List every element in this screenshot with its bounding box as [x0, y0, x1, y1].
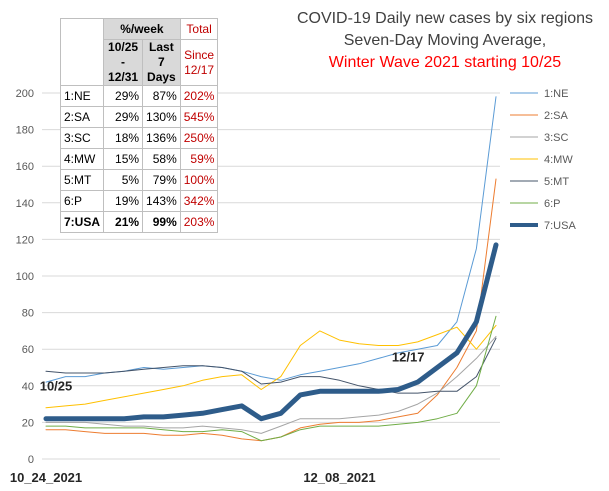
period-header-end: 12/31: [108, 70, 139, 84]
last7-header-line3: Days: [147, 70, 176, 84]
stats-header-row-2: 10/25 - 12/31 Last 7 Days Since 12/17: [59, 39, 219, 86]
table-row: 1:NE 29% 87% 202%: [59, 85, 219, 107]
table-row: 4:MW 15% 58% 59%: [59, 148, 219, 170]
region-label: 6:P: [59, 190, 105, 212]
x-tick-label: 10_24_2021: [10, 470, 82, 485]
region-label: 2:SA: [59, 106, 105, 128]
title-line-1: COVID-19 Daily new cases by six regions: [296, 10, 594, 27]
y-tick-label: 120: [16, 234, 34, 246]
period-header-start: 10/25: [108, 40, 139, 54]
table-row: 2:SA 29% 130% 545%: [59, 106, 219, 128]
pct-last7: 87%: [142, 85, 181, 107]
series-line-5mt: [45, 337, 497, 394]
y-tick-label: 80: [22, 308, 34, 320]
period-header-dash: -: [121, 55, 126, 69]
pct-period: 21%: [103, 211, 144, 233]
legend-label: 1:NE: [544, 88, 568, 100]
legend-label: 2:SA: [544, 110, 569, 122]
legend-label: 5:MT: [544, 176, 569, 188]
table-row: 5:MT 5% 79% 100%: [59, 169, 219, 191]
legend-label: 4:MW: [544, 154, 573, 166]
stats-corner-cell-2: [59, 39, 105, 86]
y-tick-label: 20: [22, 417, 34, 429]
region-label: 5:MT: [59, 169, 105, 191]
stats-corner-cell: [59, 18, 105, 40]
pct-period: 29%: [103, 106, 144, 128]
region-label: 3:SC: [59, 127, 105, 149]
chart-title: COVID-19 Daily new cases by six regions …: [290, 8, 600, 74]
pct-total: 202%: [179, 85, 219, 107]
x-axis-tick-labels: 10_24_2021 12_08_2021: [10, 470, 376, 485]
since-header-label: Since: [184, 47, 215, 62]
last7-header-line2: 7: [158, 55, 165, 69]
pct-total: 545%: [179, 106, 219, 128]
annotation-label: 10/25: [40, 379, 73, 394]
pct-last7: 99%: [142, 211, 181, 233]
pct-last7: 79%: [142, 169, 181, 191]
pct-period: 5%: [103, 169, 144, 191]
legend-label: 7:USA: [544, 220, 576, 232]
legend-label: 3:SC: [544, 132, 569, 144]
series-line-6p: [45, 315, 497, 442]
region-label: 4:MW: [59, 148, 105, 170]
table-row: 7:USA 21% 99% 203%: [59, 211, 219, 233]
y-tick-label: 160: [16, 161, 34, 173]
region-label: 1:NE: [59, 85, 105, 107]
total-header: Total: [179, 18, 219, 40]
title-line-2: Seven-Day Moving Average,: [343, 32, 547, 49]
pct-last7: 130%: [142, 106, 181, 128]
x-tick-label: 12_08_2021: [303, 470, 375, 485]
pct-last7: 136%: [142, 127, 181, 149]
pct-last7: 58%: [142, 148, 181, 170]
stats-header-row-1: %/week Total: [59, 18, 219, 40]
pct-last7: 143%: [142, 190, 181, 212]
series-line-7usa: [43, 242, 499, 422]
y-tick-label: 100: [16, 271, 34, 283]
pct-period: 29%: [103, 85, 144, 107]
pct-period: 15%: [103, 148, 144, 170]
annotation-label: 12/17: [392, 349, 425, 364]
pct-period: 19%: [103, 190, 144, 212]
y-tick-label: 60: [22, 344, 34, 356]
y-tick-label: 0: [28, 454, 34, 466]
last7-header-line1: Last: [149, 40, 174, 54]
y-axis-tick-labels: 0 20 40 60 80 100 120 140 160 180 200: [16, 88, 34, 466]
chart-annotations: 10/25 12/17: [40, 349, 425, 393]
title-line-3: Winter Wave 2021 starting 10/25: [328, 54, 562, 71]
pct-total: 203%: [179, 211, 219, 233]
y-tick-label: 40: [22, 381, 34, 393]
period-header: 10/25 - 12/31: [103, 39, 144, 86]
table-row: 3:SC 18% 136% 250%: [59, 127, 219, 149]
pct-period: 18%: [103, 127, 144, 149]
series-line-3sc: [45, 335, 497, 434]
legend: 1:NE 2:SA 3:SC 4:MW 5:MT 6:P 7:USA: [510, 88, 576, 232]
series-lines: [43, 96, 499, 442]
pct-total: 59%: [179, 148, 219, 170]
table-row: 6:P 19% 143% 342%: [59, 190, 219, 212]
last7-header: Last 7 Days: [142, 39, 181, 86]
pct-total: 250%: [179, 127, 219, 149]
pct-total: 342%: [179, 190, 219, 212]
y-tick-label: 140: [16, 198, 34, 210]
stats-table: %/week Total 10/25 - 12/31 Last 7 Days S…: [59, 18, 219, 233]
pct-week-header: %/week: [103, 18, 181, 40]
legend-label: 6:P: [544, 198, 561, 210]
series-line-4mw: [45, 324, 497, 409]
y-tick-label: 200: [16, 88, 34, 100]
pct-total: 100%: [179, 169, 219, 191]
since-header-date: 12/17: [184, 62, 215, 77]
region-label: 7:USA: [59, 211, 105, 233]
y-tick-label: 180: [16, 125, 34, 137]
since-header: Since 12/17: [179, 39, 219, 86]
